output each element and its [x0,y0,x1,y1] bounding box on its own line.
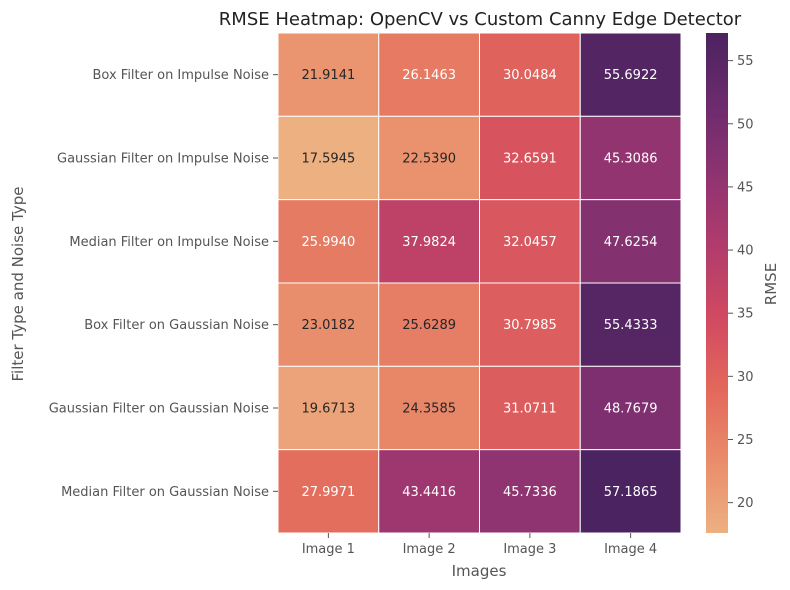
colorbar: 20 25 30 35 40 45 50 55 RMSE [706,33,780,533]
y-axis-ticks: Box Filter on Impulse Noise Gaussian Filt… [49,68,278,500]
cell-value-label: 30.7985 [503,318,557,333]
heatmap-cell [579,32,682,117]
heatmap-cell [579,282,682,367]
cell-value-label: 19.6713 [301,402,355,417]
cell-value-label: 55.6922 [604,68,658,83]
colorbar-tick-label: 35 [737,307,754,322]
colorbar-gradient [706,33,728,533]
heatmap-cell [579,365,682,451]
heatmap-cell [479,282,581,367]
chart-title: RMSE Heatmap: OpenCV vs Custom Canny Edg… [219,9,742,30]
cell-value-label: 26.1463 [402,68,456,83]
heatmap-cell [479,365,581,451]
cell-value-label: 32.6591 [503,152,557,167]
x-axis-ticks: Image 1 Image 2 Image 3 Image 4 [302,533,657,557]
y-tick-label: Box Filter on Impulse Noise [92,68,269,83]
colorbar-label: RMSE [762,263,780,305]
cell-value-label: 57.1865 [604,485,658,500]
y-tick-label: Median Filter on Impulse Noise [69,235,269,250]
heatmap-cell [277,449,380,534]
colorbar-tick-label: 55 [737,54,754,69]
x-tick-label: Image 2 [403,542,456,557]
cell-value-label: 17.5945 [301,152,355,167]
heatmap-cell [378,32,480,117]
y-tick-label: Box Filter on Gaussian Noise [84,318,269,333]
cell-value-label: 31.0711 [503,402,557,417]
heatmap-cell [479,32,581,117]
cell-value-label: 47.6254 [604,235,658,250]
y-axis-label: Filter Type and Noise Type [9,187,27,382]
cell-value-label: 24.3585 [402,402,456,417]
x-tick-label: Image 1 [302,542,355,557]
x-tick-label: Image 4 [604,542,657,557]
y-tick-label: Gaussian Filter on Gaussian Noise [49,402,269,417]
cell-value-label: 32.0457 [503,235,557,250]
colorbar-tick-label: 20 [737,496,754,511]
heatmap-cells [277,32,682,534]
colorbar-tick-label: 25 [737,433,754,448]
colorbar-tick-label: 45 [737,180,754,195]
heatmap-cell [277,115,380,201]
x-tick-label: Image 3 [503,542,556,557]
cell-value-label: 45.3086 [604,152,658,167]
heatmap-cell [579,115,682,201]
heatmap-cell [579,449,682,534]
cell-value-label: 45.7336 [503,485,557,500]
heatmap-cell [378,449,480,534]
heatmap-cell [479,449,581,534]
cell-value-label: 25.6289 [402,318,456,333]
heatmap-cell [378,199,480,284]
cell-value-label: 27.9971 [301,485,355,500]
cell-value-label: 22.5390 [402,152,456,167]
y-tick-label: Median Filter on Gaussian Noise [61,485,269,500]
heatmap-cell [277,365,380,451]
colorbar-tick-label: 50 [737,117,754,132]
cell-value-label: 43.4416 [402,485,456,500]
y-tick-label: Gaussian Filter on Impulse Noise [57,152,269,167]
cell-value-label: 48.7679 [604,402,658,417]
cell-value-label: 23.0182 [301,318,355,333]
colorbar-tick-label: 30 [737,370,754,385]
cell-value-label: 21.9141 [301,68,355,83]
heatmap-cell [378,282,480,367]
x-axis-label: Images [452,562,507,580]
cell-value-label: 55.4333 [604,318,658,333]
heatmap-cell [378,365,480,451]
heatmap-cell [277,32,380,117]
heatmap-cell [378,115,480,201]
cell-value-label: 25.9940 [301,235,355,250]
heatmap-cell [277,282,380,367]
heatmap-cell [579,199,682,284]
colorbar-ticks: 20 25 30 35 40 45 50 55 [728,54,754,511]
cell-value-labels: 21.9141 26.1463 30.0484 55.6922 17.5945 22.53… [301,68,657,500]
cell-value-label: 30.0484 [503,68,557,83]
colorbar-tick-label: 40 [737,244,754,259]
cell-value-label: 37.9824 [402,235,456,250]
